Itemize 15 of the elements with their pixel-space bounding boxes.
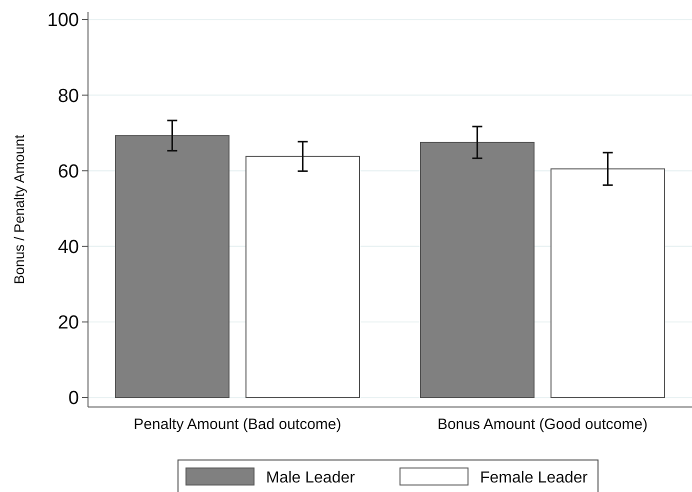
bar (245, 156, 360, 398)
y-tick-label: 0 (68, 388, 79, 410)
legend-label: Female Leader (480, 470, 588, 487)
y-tick-label: 40 (58, 237, 79, 258)
y-tick-label: 20 (58, 312, 79, 334)
y-tick-label: 80 (58, 86, 79, 107)
bar (550, 168, 666, 398)
bar (420, 142, 535, 398)
x-tick-label: Bonus Amount (Good outcome) (437, 416, 648, 433)
bar (114, 135, 230, 398)
y-tick-label: 60 (58, 161, 79, 182)
y-axis-title: Bonus / Penalty Amount (11, 134, 27, 284)
y-tick-label: 100 (47, 10, 79, 32)
x-tick-label: Penalty Amount (Bad outcome) (134, 416, 342, 433)
legend-label: Male Leader (266, 470, 356, 487)
